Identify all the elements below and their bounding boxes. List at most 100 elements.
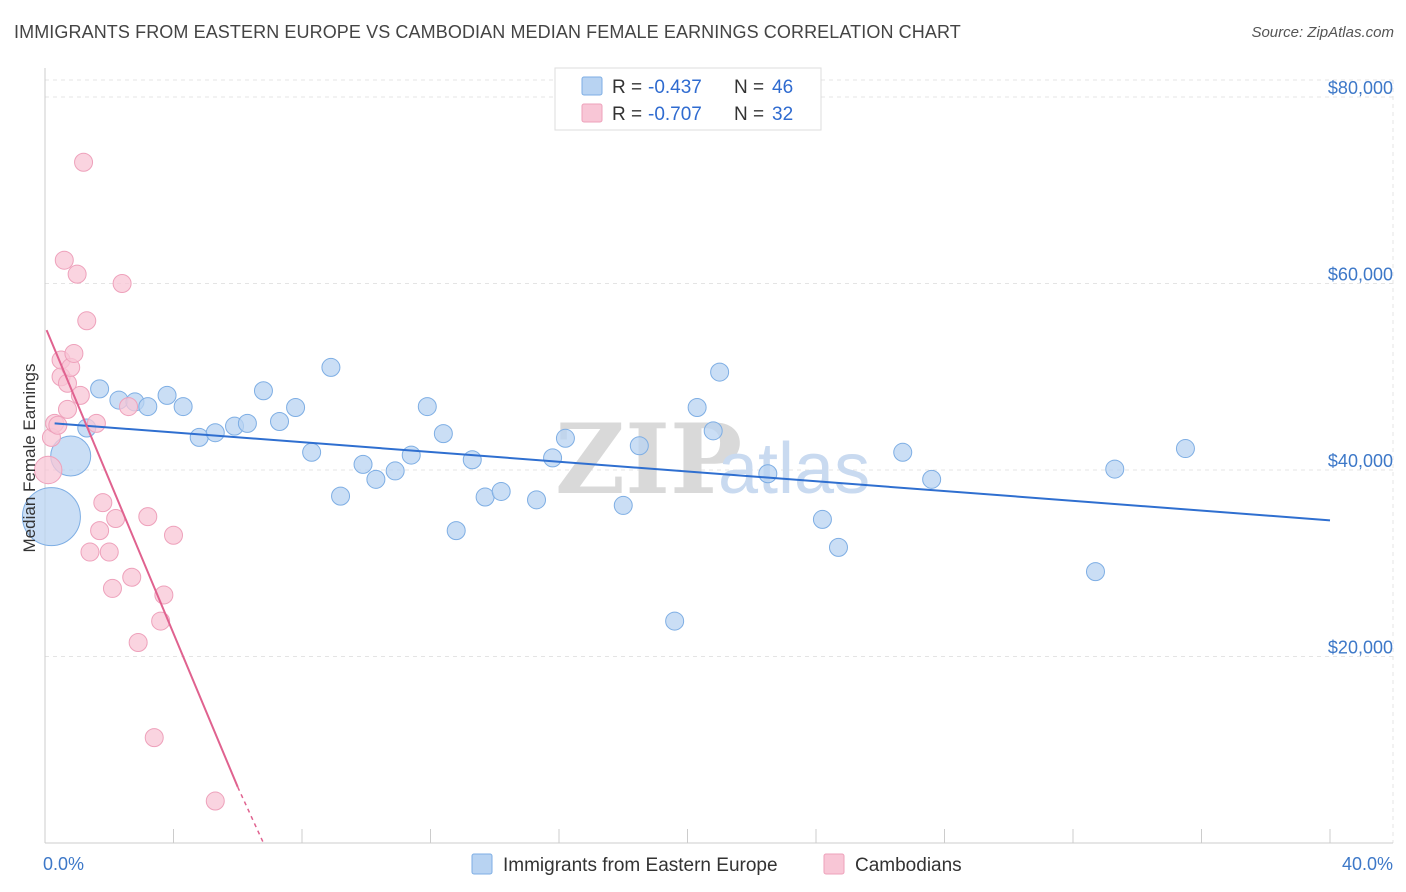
point-eastern-europe — [491, 481, 511, 501]
point-cambodian — [93, 493, 113, 513]
legend-swatch-pink — [581, 103, 603, 123]
y-axis-label: Median Female Earnings — [20, 364, 39, 553]
point-cambodian — [138, 507, 158, 527]
legend-n-value-blue: 46 — [772, 77, 793, 98]
point-eastern-europe — [893, 442, 913, 462]
point-cambodian — [57, 399, 77, 419]
point-cambodian — [86, 413, 106, 433]
point-eastern-europe — [21, 487, 81, 547]
point-cambodian — [99, 542, 119, 562]
watermark-atlas: atlas — [718, 429, 870, 509]
y-tick-label: $40,000 — [1328, 451, 1393, 471]
chart-title: IMMIGRANTS FROM EASTERN EUROPE VS CAMBOD… — [14, 22, 961, 42]
point-eastern-europe — [401, 445, 421, 465]
point-eastern-europe — [321, 357, 341, 377]
legend-n-value-pink: 32 — [772, 104, 793, 125]
point-eastern-europe — [812, 509, 832, 529]
point-cambodian — [102, 578, 122, 598]
point-cambodian — [119, 397, 139, 417]
point-eastern-europe — [1175, 439, 1195, 459]
point-eastern-europe — [417, 397, 437, 417]
y-tick-label: $80,000 — [1328, 78, 1393, 98]
legend-r-value-blue: -0.437 — [648, 77, 702, 98]
x-tick-max: 40.0% — [1342, 854, 1393, 874]
trend-lines — [45, 329, 1331, 844]
series-legend-swatch-blue — [471, 853, 493, 875]
point-eastern-europe — [385, 461, 405, 481]
point-cambodian — [205, 791, 225, 811]
point-eastern-europe — [758, 464, 778, 484]
point-eastern-europe — [828, 537, 848, 557]
x-tick-min: 0.0% — [43, 854, 84, 874]
point-eastern-europe — [90, 379, 110, 399]
legend-r-value-pink: -0.707 — [648, 104, 702, 125]
trend-line-cambodian — [45, 329, 239, 788]
y-tick-labels: $20,000 $40,000 $60,000 $80,000 — [1328, 78, 1393, 658]
point-eastern-europe — [302, 442, 322, 462]
point-eastern-europe — [138, 397, 158, 417]
point-cambodian — [54, 250, 74, 270]
point-eastern-europe — [157, 385, 177, 405]
point-eastern-europe — [1105, 459, 1125, 479]
point-cambodian — [122, 567, 142, 587]
point-cambodian — [34, 455, 63, 485]
point-eastern-europe — [286, 398, 306, 418]
point-cambodian — [80, 542, 100, 562]
point-cambodian — [48, 415, 68, 435]
point-eastern-europe — [253, 381, 273, 401]
data-points — [21, 152, 1195, 811]
point-eastern-europe — [555, 428, 575, 448]
legend-swatch-blue — [581, 76, 603, 96]
series-legend: Immigrants from Eastern Europe Cambodian… — [471, 853, 962, 876]
legend-r-label-blue: R = — [612, 77, 642, 98]
stats-legend: R = -0.437 N = 46 R = -0.707 N = 32 — [554, 67, 822, 131]
point-cambodian — [90, 521, 110, 541]
legend-r-label-pink: R = — [612, 104, 642, 125]
y-tick-label: $20,000 — [1328, 638, 1393, 658]
point-cambodian — [151, 611, 171, 631]
watermark-zip: ZIP — [555, 403, 742, 516]
point-eastern-europe — [173, 397, 193, 417]
point-cambodian — [77, 311, 97, 331]
point-eastern-europe — [710, 362, 730, 382]
point-eastern-europe — [353, 454, 373, 474]
point-eastern-europe — [1085, 562, 1105, 582]
source-label: Source: ZipAtlas.com — [1251, 24, 1394, 41]
point-eastern-europe — [687, 398, 707, 418]
point-eastern-europe — [205, 423, 225, 443]
axes — [44, 68, 1393, 844]
trend-line-cambodian-extension — [237, 786, 265, 844]
point-eastern-europe — [462, 450, 482, 470]
point-eastern-europe — [446, 521, 466, 541]
point-eastern-europe — [366, 469, 386, 489]
point-eastern-europe — [922, 469, 942, 489]
point-cambodian — [74, 152, 94, 172]
series-legend-swatch-pink — [823, 853, 845, 875]
point-cambodian — [64, 343, 84, 363]
point-eastern-europe — [629, 436, 649, 456]
grid-lines — [45, 79, 1394, 843]
series-legend-label-pink: Cambodians — [855, 855, 962, 876]
legend-n-label-blue: N = — [734, 77, 764, 98]
point-cambodian — [164, 525, 183, 545]
point-cambodian — [67, 264, 87, 284]
point-eastern-europe — [433, 424, 453, 444]
point-cambodian — [112, 274, 132, 293]
point-eastern-europe — [543, 448, 563, 468]
point-eastern-europe — [527, 490, 547, 510]
series-legend-label-blue: Immigrants from Eastern Europe — [503, 855, 778, 876]
point-cambodian — [144, 728, 164, 748]
point-eastern-europe — [665, 611, 685, 631]
point-eastern-europe — [475, 487, 495, 507]
point-eastern-europe — [331, 486, 351, 506]
point-eastern-europe — [703, 421, 723, 441]
trend-line-eastern-europe — [54, 422, 1331, 522]
point-eastern-europe — [237, 413, 257, 433]
point-eastern-europe — [189, 427, 209, 447]
point-eastern-europe — [613, 495, 633, 515]
point-eastern-europe — [270, 412, 290, 432]
legend-n-label-pink: N = — [734, 104, 764, 125]
point-cambodian — [128, 633, 148, 653]
y-tick-label: $60,000 — [1328, 265, 1393, 285]
